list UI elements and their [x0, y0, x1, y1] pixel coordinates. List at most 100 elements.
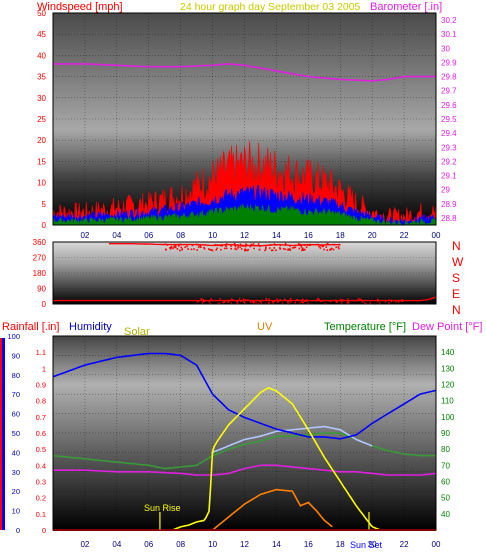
- direction-point: [358, 298, 361, 301]
- direction-point: [200, 298, 203, 300]
- barometer-tick-label: 30.2: [441, 16, 457, 25]
- direction-point: [244, 249, 246, 251]
- x-tick-label-bottom: 16: [304, 540, 313, 549]
- barometer-tick-label: 29.1: [441, 172, 457, 181]
- direction-point: [233, 242, 236, 245]
- humidity-tick-label: 70: [12, 390, 20, 399]
- direction-point: [299, 302, 301, 304]
- humidity-tick-label: 40: [12, 448, 20, 457]
- direction-point: [251, 244, 253, 246]
- rainfall-tick-label: 1.1: [36, 348, 46, 357]
- windspeed-tick-label: 50: [37, 9, 46, 18]
- direction-point: [244, 245, 247, 248]
- direction-point: [337, 246, 340, 248]
- direction-point: [319, 244, 322, 247]
- direction-point: [203, 247, 206, 250]
- direction-point: [316, 243, 318, 246]
- direction-point: [293, 246, 295, 249]
- direction-point: [239, 246, 241, 248]
- direction-point: [304, 300, 306, 302]
- direction-point: [215, 299, 217, 302]
- direction-point: [384, 301, 387, 303]
- direction-point: [257, 244, 259, 247]
- direction-point: [253, 247, 255, 250]
- direction-point: [196, 243, 199, 246]
- direction-panel-border: [52, 241, 437, 305]
- temperature-tick-label: 90: [441, 429, 450, 438]
- direction-point: [261, 299, 263, 302]
- direction-point: [377, 298, 379, 301]
- x-tick-label-bottom: 08: [176, 540, 185, 549]
- humidity-tick-label: 90: [12, 351, 20, 360]
- direction-point: [234, 244, 237, 246]
- direction-point: [193, 248, 195, 250]
- direction-point: [307, 244, 309, 246]
- direction-point: [230, 298, 233, 300]
- direction-point: [268, 302, 270, 304]
- windspeed-tick-label: 20: [37, 136, 46, 145]
- direction-point: [243, 302, 246, 304]
- direction-point: [289, 249, 292, 251]
- direction-point: [272, 302, 274, 304]
- direction-point: [240, 248, 243, 250]
- direction-point: [298, 247, 301, 250]
- rainfall-tick-label: 0.9: [36, 381, 46, 390]
- x-tick-label-bottom: 12: [240, 540, 249, 549]
- rainfall-tick-label: 0.3: [36, 478, 46, 487]
- direction-point: [397, 301, 400, 303]
- direction-point: [363, 302, 366, 304]
- direction-point: [198, 244, 201, 246]
- direction-point: [234, 245, 237, 248]
- direction-point: [333, 243, 336, 246]
- direction-point: [210, 298, 212, 300]
- rainfall-tick-label: 0.2: [36, 494, 46, 503]
- direction-point: [271, 300, 274, 303]
- temperature-tick-label: 110: [441, 397, 454, 406]
- direction-point: [282, 248, 285, 250]
- direction-point: [241, 245, 243, 247]
- barometer-tick-label: 29.8: [441, 73, 457, 82]
- direction-point: [277, 301, 279, 303]
- direction-point: [268, 298, 270, 300]
- direction-point: [203, 299, 205, 301]
- barometer-tick-label: 29.7: [441, 87, 457, 96]
- direction-point: [401, 300, 403, 302]
- direction-point: [305, 246, 308, 248]
- direction-point: [327, 300, 330, 302]
- windspeed-axis-title: Windspeed [mph]: [37, 1, 123, 13]
- temperature-tick-label: 120: [441, 381, 455, 390]
- direction-point: [301, 299, 303, 302]
- direction-point: [204, 300, 206, 302]
- direction-point: [166, 244, 169, 246]
- direction-point: [247, 299, 249, 301]
- x-tick-label-top: 12: [240, 231, 249, 240]
- direction-point: [360, 298, 362, 301]
- direction-point: [335, 246, 337, 249]
- direction-point: [220, 244, 222, 247]
- direction-point: [176, 248, 179, 250]
- windspeed-panel-border: [52, 12, 437, 226]
- direction-point: [190, 248, 193, 251]
- humidity-tick-label: 60: [12, 410, 20, 419]
- x-tick-label-top: 00: [432, 231, 441, 240]
- direction-point: [281, 302, 284, 304]
- direction-point: [341, 301, 343, 303]
- direction-point: [218, 302, 221, 304]
- direction-point: [267, 302, 270, 304]
- direction-point: [259, 245, 261, 248]
- direction-point: [240, 300, 242, 303]
- direction-point: [219, 298, 221, 300]
- direction-point: [211, 299, 213, 301]
- direction-point: [318, 245, 320, 248]
- direction-point: [332, 248, 335, 251]
- direction-point: [320, 300, 322, 303]
- direction-point: [335, 301, 337, 303]
- windspeed-tick-label: 40: [37, 51, 46, 60]
- direction-point: [317, 298, 320, 300]
- direction-point: [306, 300, 309, 302]
- x-tick-label-top: 14: [272, 231, 281, 240]
- direction-point: [322, 299, 325, 302]
- x-tick-label-bottom: 18: [336, 540, 345, 549]
- direction-point: [322, 245, 325, 247]
- direction-point: [186, 245, 188, 248]
